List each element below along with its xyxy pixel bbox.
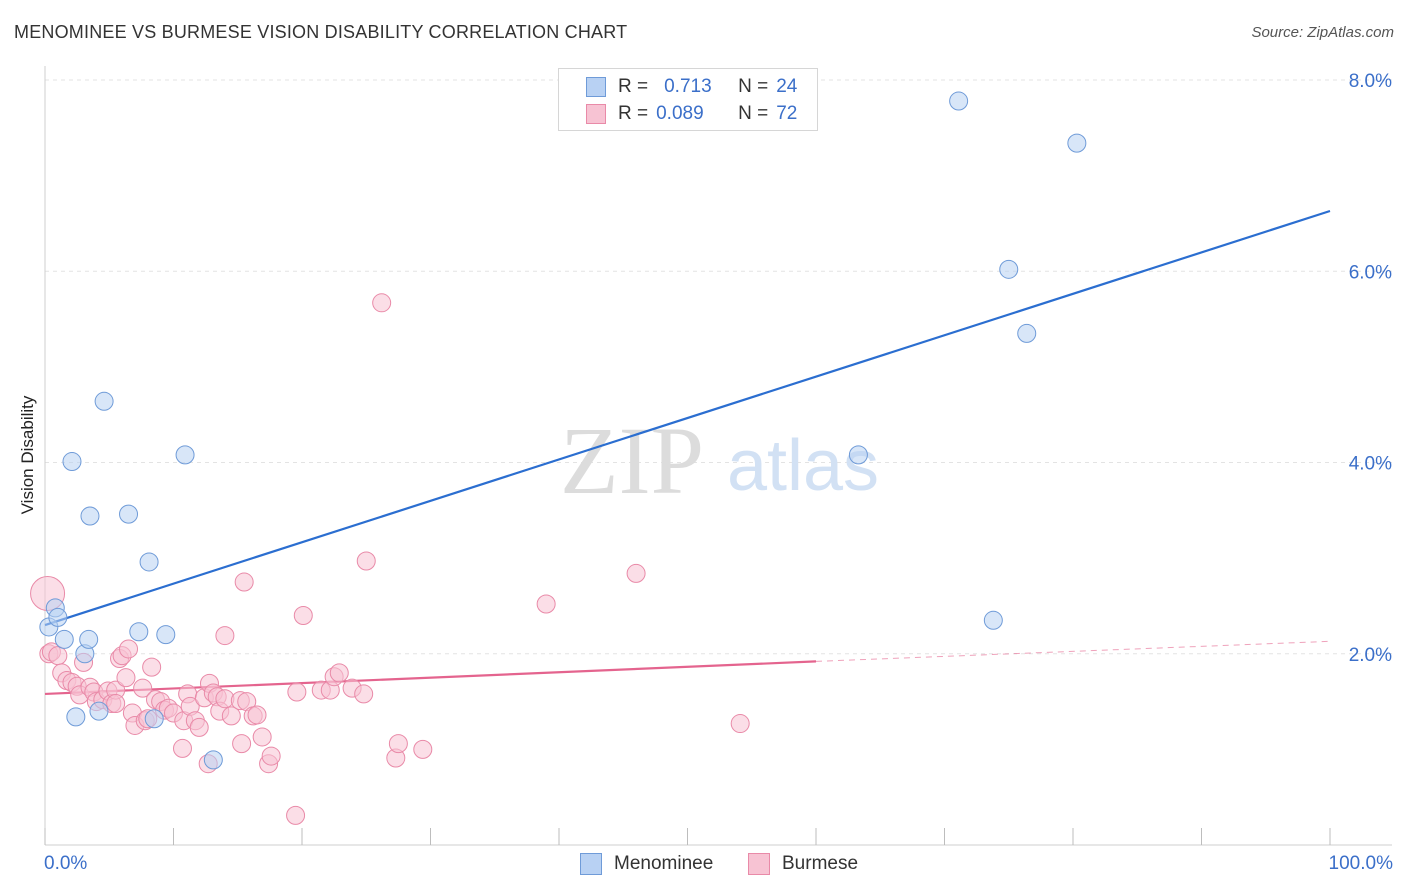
source-label: Source: ZipAtlas.com (1251, 24, 1394, 41)
burmese-point (329, 663, 349, 683)
burmese-point (287, 682, 307, 702)
menominee-point (175, 445, 195, 465)
burmese-point (133, 678, 153, 698)
menominee-point (983, 610, 1003, 630)
menominee-point (139, 552, 159, 572)
y-tick-label: 6.0% (1349, 262, 1392, 283)
bottom-legend-label-burmese: Burmese (782, 853, 859, 874)
burmese-point (106, 693, 126, 713)
menominee-point (94, 391, 114, 411)
bottom-legend-burmese: Burmese (748, 852, 858, 876)
tick-labels: 2.0% 4.0% 6.0% 8.0% 0.0% 100.0% (44, 71, 1393, 874)
menominee-point (1017, 323, 1037, 343)
legend-r-value: 0.089 (656, 103, 704, 124)
burmese-point (413, 739, 433, 759)
x-tick-label: 100.0% (1329, 853, 1394, 874)
menominee-point (156, 625, 176, 645)
menominee-trend-line (44, 209, 1331, 627)
menominee-point (144, 709, 164, 729)
legend-n-label: N = (738, 76, 769, 97)
menominee-point (89, 701, 109, 721)
legend-swatch-menominee (586, 77, 606, 97)
watermark: ZIP atlas (560, 407, 879, 514)
legend-n-value: 72 (776, 103, 798, 124)
burmese-point (119, 639, 139, 659)
y-tick-label: 4.0% (1349, 454, 1392, 475)
menominee-point (80, 506, 100, 526)
burmese-point (626, 563, 646, 583)
burmese-point (286, 805, 306, 825)
y-tick-label: 8.0% (1349, 71, 1392, 92)
menominee-point (1067, 133, 1087, 153)
bottom-legend-menominee: Menominee (580, 852, 713, 876)
legend-r-label: R = (618, 103, 649, 124)
menominee-point (62, 452, 82, 472)
burmese-point (116, 668, 136, 688)
legend-r-label: R = (618, 76, 649, 97)
burmese-point (172, 738, 192, 758)
legend-row-burmese: R = 0.089 N = 72 (559, 101, 797, 127)
legend-swatch-burmese (586, 104, 606, 124)
menominee-point (999, 259, 1019, 279)
burmese-point (221, 706, 241, 726)
burmese-point (536, 594, 556, 614)
x-tick-label: 0.0% (44, 853, 87, 874)
burmese-point (252, 727, 272, 747)
y-tick-label: 2.0% (1349, 645, 1392, 666)
menominee-point (203, 750, 223, 770)
menominee-point (54, 629, 74, 649)
burmese-point (293, 606, 313, 625)
burmese-point (388, 734, 408, 754)
menominee-point (79, 629, 99, 649)
burmese-point (354, 684, 374, 704)
burmese-point (730, 714, 750, 734)
menominee-point (66, 707, 86, 727)
burmese-point (247, 705, 267, 725)
watermark-atlas: atlas (727, 426, 879, 506)
trend-lines (44, 209, 1331, 696)
bottom-legend-swatch-menominee (580, 853, 602, 875)
menominee-point (119, 504, 139, 524)
burmese-point (142, 657, 162, 677)
burmese-point (261, 746, 281, 766)
legend-n-value: 24 (776, 76, 798, 97)
burmese-point (189, 717, 209, 737)
burmese-point (372, 293, 392, 313)
legend: R = 0.713 N = 24 R = 0.089 N = 72 (558, 68, 818, 131)
menominee-point (129, 622, 149, 642)
burmese-point (48, 646, 68, 666)
data-points (30, 91, 1087, 825)
burmese-point (232, 734, 252, 754)
axes (44, 66, 1392, 846)
watermark-zip: ZIP (560, 407, 704, 514)
gridlines (45, 79, 1392, 655)
legend-r-value: 0.713 (664, 76, 712, 97)
burmese-point (234, 572, 254, 592)
chart-title: MENOMINEE VS BURMESE VISION DISABILITY C… (14, 22, 628, 42)
burmese-trend-line (44, 660, 817, 696)
burmese-point (356, 551, 376, 571)
burmese-point (215, 626, 235, 646)
menominee-point (949, 91, 969, 111)
menominee-point (48, 607, 68, 627)
menominee-point (848, 445, 868, 465)
burmese-trend-line-extension (815, 640, 1331, 662)
legend-row-menominee: R = 0.713 N = 24 (559, 74, 797, 100)
bottom-legend-swatch-burmese (748, 853, 770, 875)
bottom-legend-label-menominee: Menominee (614, 853, 714, 874)
legend-n-label: N = (738, 103, 769, 124)
